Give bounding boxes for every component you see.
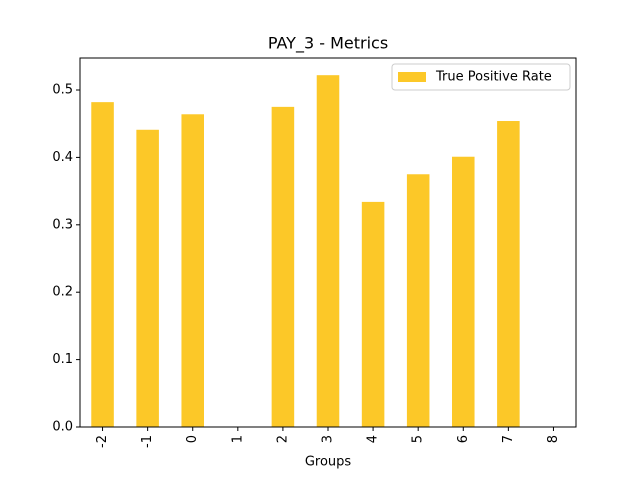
x-tick-label: 7 [501, 435, 516, 443]
bar [406, 174, 430, 427]
bar [316, 75, 340, 427]
bar [361, 201, 385, 427]
x-tick-label: -2 [95, 435, 110, 448]
x-tick-label: 5 [411, 435, 426, 443]
bar [452, 156, 475, 427]
plot-frame [79, 57, 577, 428]
x-tick-label: 6 [456, 435, 471, 443]
x-tick-label: 8 [546, 435, 561, 443]
legend-swatch [398, 72, 426, 82]
x-tick-label: 4 [366, 435, 381, 443]
legend-label: True Positive Rate [435, 70, 552, 85]
x-tick-label: 1 [230, 435, 245, 443]
y-tick-label: 0.2 [52, 285, 73, 300]
bar [136, 129, 159, 427]
x-axis-label: Groups [305, 455, 352, 470]
x-tick-label: 3 [321, 435, 336, 443]
bar [271, 106, 295, 428]
bar [497, 121, 520, 427]
y-tick-label: 0.3 [52, 217, 73, 232]
x-tick-label: 0 [185, 435, 200, 443]
bar [181, 114, 204, 428]
y-tick-label: 0.1 [52, 352, 73, 367]
bar [91, 102, 114, 427]
y-tick-label: 0.0 [52, 420, 73, 435]
legend: True Positive Rate [391, 63, 571, 91]
chart-title: PAY_3 - Metrics [268, 34, 388, 54]
x-tick-label: 2 [275, 435, 290, 443]
y-tick-label: 0.5 [52, 83, 73, 98]
x-tick-label: -1 [140, 435, 155, 448]
legend-box [391, 63, 571, 91]
y-tick-label: 0.4 [52, 150, 73, 165]
